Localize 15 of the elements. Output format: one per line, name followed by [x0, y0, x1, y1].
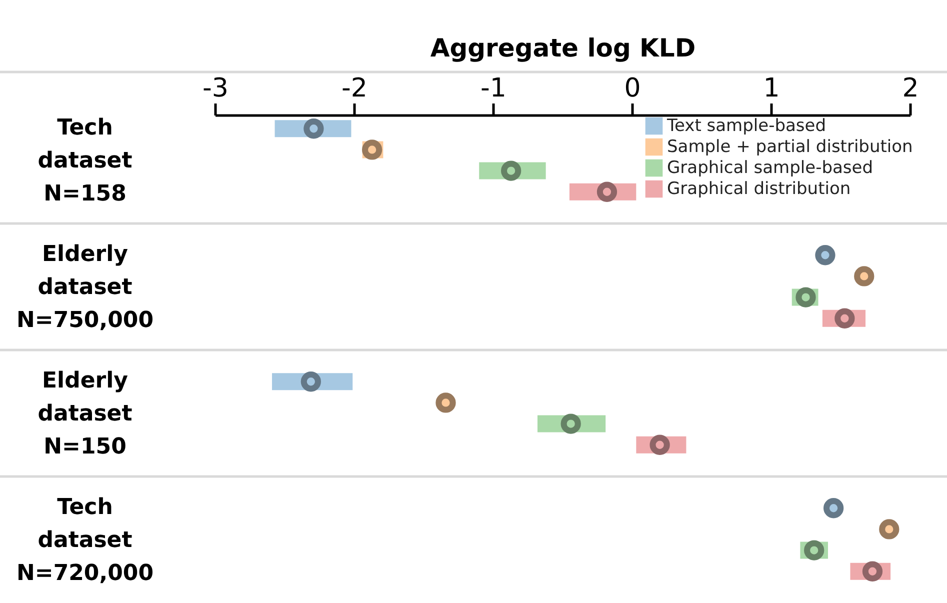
- x-tick-label: 1: [763, 74, 780, 104]
- y-tick-label: Elderly dataset N=750,000: [16, 242, 154, 333]
- y-tick-label: Tech dataset N=720,000: [16, 494, 154, 586]
- legend-label: Sample + partial distribution: [667, 137, 913, 157]
- y-tick-label: Tech dataset N=158: [38, 115, 133, 206]
- legend-label: Text sample-based: [666, 116, 826, 136]
- legend-label: Graphical sample-based: [667, 158, 874, 178]
- x-tick-label: 2: [902, 74, 919, 104]
- legend-label: Graphical distribution: [667, 179, 851, 199]
- x-tick-label: 0: [624, 74, 641, 104]
- y-tick-label: Elderly dataset N=150: [38, 368, 133, 460]
- x-axis-title: Aggregate log KLD: [430, 34, 696, 62]
- x-tick-label: -1: [480, 74, 506, 104]
- x-tick-label: -3: [202, 74, 228, 104]
- x-tick-label: -2: [342, 74, 368, 104]
